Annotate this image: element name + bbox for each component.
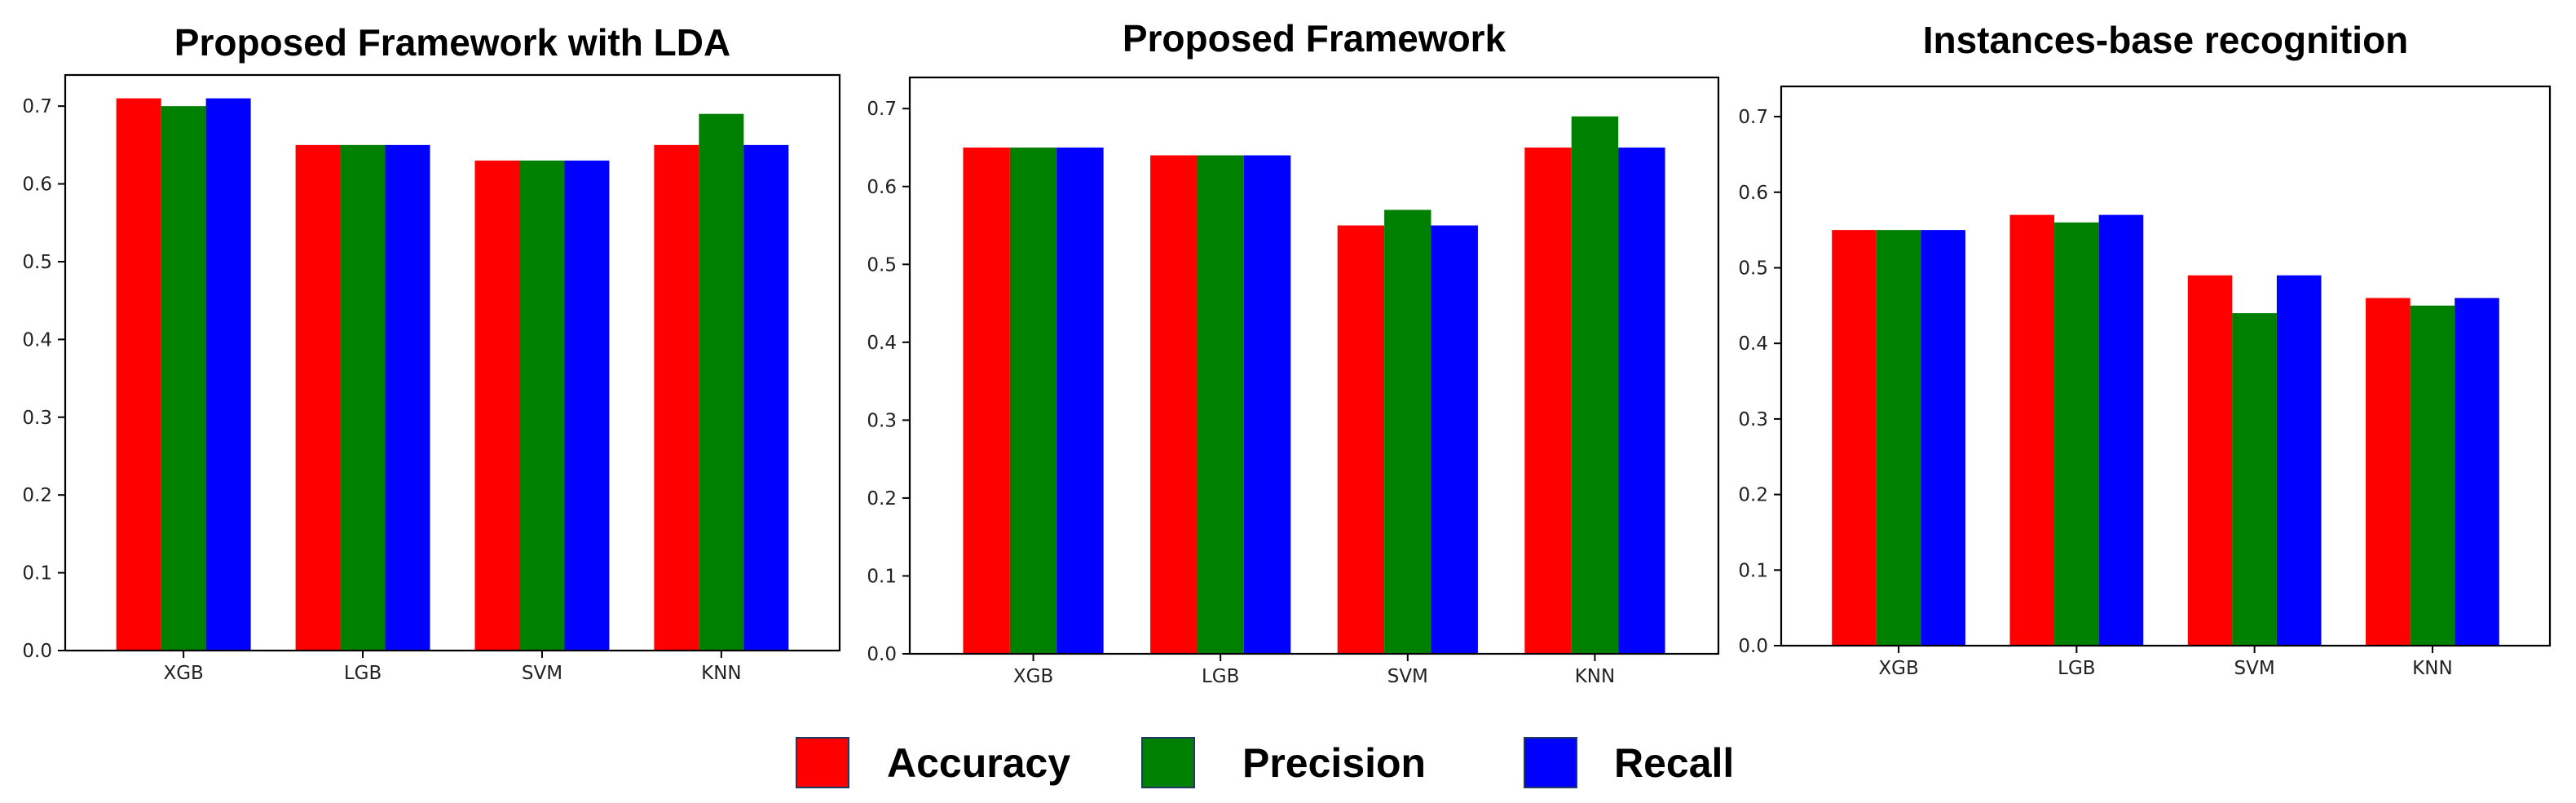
bar-precision-lgb (2054, 222, 2099, 646)
x-tick-label: KNN (1575, 666, 1616, 687)
y-tick-label: 0.4 (867, 333, 897, 354)
bar-accuracy-svm (2187, 275, 2233, 646)
bar-recall-knn (2455, 298, 2499, 646)
y-tick-label: 0.1 (1738, 560, 1768, 581)
bar-precision-xgb (1876, 230, 1921, 646)
y-tick-label: 0.4 (1738, 333, 1768, 355)
x-tick-label: LGB (2058, 658, 2095, 679)
bar-accuracy-svm (474, 160, 520, 651)
y-tick-label: 0.6 (867, 177, 897, 198)
y-tick-label: 0.3 (1738, 409, 1768, 430)
bar-precision-xgb (161, 106, 206, 651)
chart-title: Instances-base recognition (1923, 19, 2409, 61)
bar-recall-xgb (1056, 147, 1104, 655)
bar-recall-lgb (2098, 214, 2144, 646)
x-tick-label: SVM (522, 663, 562, 684)
bar-recall-lgb (385, 144, 430, 651)
x-tick-label: LGB (1202, 666, 1239, 687)
y-tick-label: 0.3 (22, 408, 52, 429)
y-tick-label: 0.0 (867, 644, 897, 665)
axes-frame (908, 76, 1720, 655)
bar-accuracy-knn (2366, 298, 2411, 646)
bar-recall-xgb (205, 98, 251, 651)
y-tick-label: 0.7 (1738, 107, 1768, 128)
axes-frame (1780, 85, 2552, 647)
bar-precision-xgb (1009, 147, 1057, 655)
y-tick-label: 0.5 (867, 254, 897, 276)
bar-accuracy-knn (1524, 147, 1572, 655)
bar-precision-knn (699, 113, 744, 651)
bar-accuracy-svm (1337, 225, 1385, 654)
bar-precision-knn (1571, 116, 1619, 654)
chart-title: Proposed Framework (1123, 17, 1506, 60)
bar-accuracy-lgb (295, 144, 341, 651)
bar-recall-svm (1431, 225, 1478, 654)
y-tick-label: 0.0 (1738, 636, 1768, 657)
bar-recall-svm (2276, 275, 2322, 646)
y-tick-label: 0.1 (867, 566, 897, 587)
bar-recall-xgb (1921, 230, 1965, 646)
legend-swatch-accuracy (796, 737, 849, 788)
bar-accuracy-lgb (2009, 214, 2055, 646)
bar-accuracy-xgb (963, 147, 1010, 655)
chart-panel-1: Proposed Framework with LDA 0.0 0.1 0.2 0.3 0… (22, 21, 841, 684)
y-tick-label: 0.2 (867, 488, 897, 510)
y-tick-label: 0.3 (867, 410, 897, 431)
legend-swatch-recall (1524, 737, 1577, 788)
y-tick-label: 0.6 (22, 174, 52, 196)
y-tick-label: 0.2 (1738, 485, 1768, 506)
x-tick-label: XGB (1013, 666, 1053, 687)
x-tick-label: KNN (2412, 658, 2453, 679)
bar-precision-svm (519, 160, 565, 651)
bar-recall-knn (1618, 147, 1665, 655)
x-tick-label: SVM (2234, 658, 2275, 679)
legend: Accuracy Precision Recall (796, 737, 1734, 788)
bar-accuracy-lgb (1150, 155, 1198, 655)
bar-accuracy-xgb (116, 98, 161, 651)
bar-precision-knn (2410, 305, 2455, 646)
bar-recall-lgb (1243, 155, 1291, 655)
y-tick-label: 0.1 (22, 563, 52, 585)
bar-accuracy-knn (654, 144, 699, 651)
y-tick-label: 0.7 (867, 99, 897, 120)
legend-label-accuracy: Accuracy (887, 740, 1070, 786)
y-tick-label: 0.2 (22, 485, 52, 506)
y-tick-label: 0.5 (1738, 258, 1768, 279)
x-tick-label: SVM (1387, 666, 1428, 687)
bar-recall-svm (564, 160, 610, 651)
chart-panel-2: Proposed Framework 0.0 0.1 0.2 0.3 0.4 0.5 0.6 0… (867, 17, 1720, 687)
y-tick-label: 0.7 (22, 96, 52, 117)
legend-label-precision: Precision (1242, 740, 1426, 786)
y-tick-label: 0.5 (22, 252, 52, 273)
x-tick-label: LGB (344, 663, 382, 684)
bar-precision-svm (2232, 313, 2277, 646)
bar-precision-lgb (1197, 155, 1244, 655)
chart-title: Proposed Framework with LDA (174, 21, 730, 64)
legend-label-recall: Recall (1614, 740, 1734, 786)
bar-precision-lgb (340, 144, 386, 651)
y-tick-label: 0.0 (22, 641, 52, 662)
legend-swatch-precision (1141, 737, 1195, 788)
chart-panel-3: Instances-base recognition 0.0 0.1 0.2 0.3 0.… (1738, 19, 2552, 679)
x-tick-label: KNN (701, 663, 742, 684)
bar-precision-svm (1384, 210, 1431, 654)
x-tick-label: XGB (163, 663, 203, 684)
bar-accuracy-xgb (1832, 230, 1877, 646)
x-tick-label: XGB (1878, 658, 1918, 679)
y-tick-label: 0.6 (1738, 183, 1768, 204)
y-tick-label: 0.4 (22, 329, 52, 351)
axes-frame (64, 73, 841, 652)
bar-recall-knn (743, 144, 789, 651)
